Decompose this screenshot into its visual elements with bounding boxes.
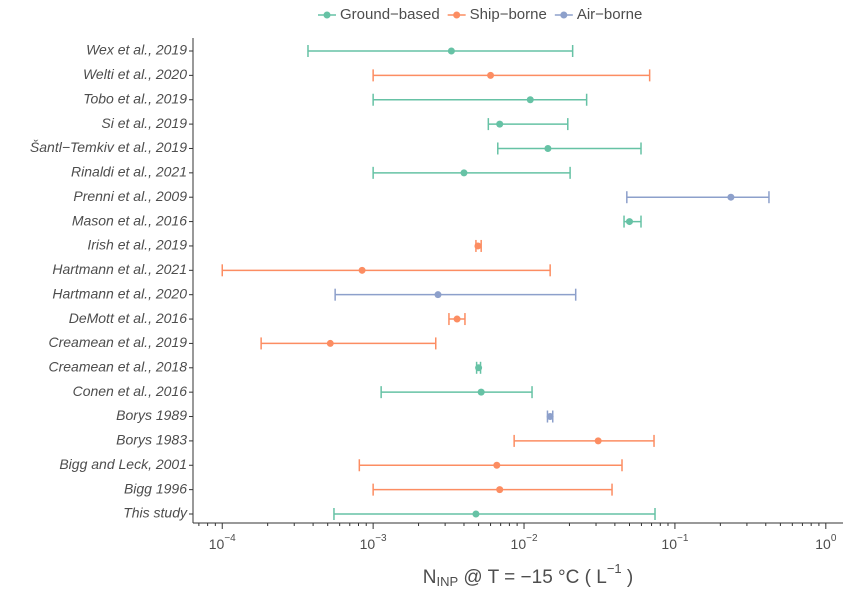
x-label-end: ): [622, 567, 634, 588]
tick-exponent: −2: [526, 533, 538, 544]
point: [487, 71, 495, 79]
y-tick-label: Wex et al., 2019: [86, 42, 187, 58]
point: [496, 486, 504, 494]
y-tick-label: Creamean et al., 2018: [48, 358, 187, 374]
point: [460, 169, 468, 177]
y-tick-label: Welti et al., 2020: [83, 66, 187, 82]
point: [447, 47, 455, 55]
point: [526, 96, 534, 104]
legend-label: Ship−borne: [470, 6, 547, 23]
legend-dot: [453, 11, 461, 19]
point: [493, 461, 501, 469]
tick-base: 10: [360, 536, 376, 552]
y-tick-label: Bigg 1996: [124, 480, 187, 496]
point: [434, 291, 442, 299]
x-label-rest: @ T = −15 °C ( L: [458, 567, 607, 588]
y-tick-label: Creamean et al., 2019: [48, 334, 187, 350]
tick-exponent: −1: [677, 533, 689, 544]
legend-label: Air−borne: [577, 6, 642, 23]
y-tick-label: This study: [123, 505, 188, 521]
x-tick-label: 100: [815, 533, 837, 552]
point: [625, 218, 633, 226]
x-label-sup: −1: [607, 561, 622, 576]
point: [475, 364, 483, 372]
x-tick-label: 10−2: [511, 533, 538, 552]
point: [727, 193, 735, 201]
point: [453, 315, 461, 323]
y-tick-label: Šantl−Temkiv et al., 2019: [30, 139, 187, 155]
x-tick-label: 10−1: [661, 533, 688, 552]
y-tick-label: Borys 1989: [116, 407, 187, 423]
y-tick-label: Prenni et al., 2009: [73, 188, 187, 204]
tick-base: 10: [511, 536, 527, 552]
y-tick-label: Hartmann et al., 2020: [52, 285, 187, 301]
tick-exponent: −3: [375, 533, 387, 544]
tick-base: 10: [209, 536, 225, 552]
y-tick-label: Mason et al., 2016: [72, 212, 187, 228]
y-tick-label: Bigg and Leck, 2001: [59, 456, 187, 472]
y-tick-label: Irish et al., 2019: [87, 237, 187, 253]
point: [496, 120, 504, 128]
y-tick-label: Borys 1983: [116, 432, 187, 448]
tick-exponent: −4: [224, 533, 236, 544]
tick-exponent: 0: [831, 533, 837, 544]
point: [474, 242, 482, 250]
y-tick-label: Conen et al., 2016: [73, 383, 188, 399]
y-tick-label: Hartmann et al., 2021: [52, 261, 187, 277]
point: [594, 437, 602, 445]
x-tick-label: 10−4: [209, 533, 236, 552]
y-tick-label: Tobo et al., 2019: [83, 90, 187, 106]
y-tick-label: Si et al., 2019: [101, 115, 187, 131]
x-label-main: N: [423, 567, 437, 588]
point: [544, 144, 552, 152]
point: [358, 266, 366, 274]
legend: Ground−based Ship−borne Air−borne: [318, 6, 642, 23]
legend-dot: [560, 11, 568, 19]
point: [472, 510, 480, 518]
x-tick-label: 10−3: [360, 533, 387, 552]
y-tick-label: Rinaldi et al., 2021: [71, 164, 187, 180]
point: [477, 388, 485, 396]
tick-base: 10: [661, 536, 677, 552]
legend-dot: [323, 11, 331, 19]
point: [326, 339, 334, 347]
y-tick-label: DeMott et al., 2016: [69, 310, 188, 326]
x-axis-label: NINP @ T = −15 °C ( L−1 ): [423, 561, 634, 589]
point: [546, 413, 554, 421]
x-label-sub: INP: [436, 574, 458, 589]
legend-label: Ground−based: [340, 6, 440, 23]
tick-base: 10: [815, 536, 831, 552]
